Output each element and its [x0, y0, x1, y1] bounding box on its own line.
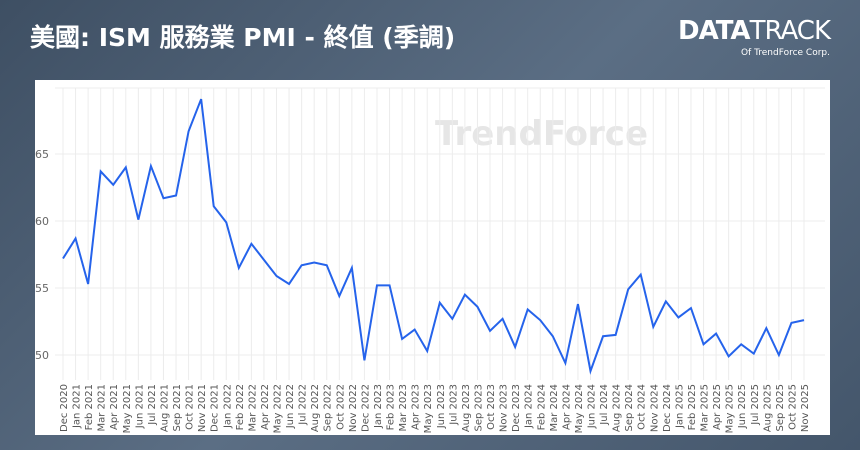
x-tick-label: Apr 2021: [109, 384, 120, 430]
x-tick-label: Aug 2024: [612, 384, 623, 432]
x-tick-label: Feb 2025: [687, 384, 698, 430]
logo-sub: TRACK: [749, 16, 831, 46]
x-tick-label: Sep 2025: [775, 384, 786, 431]
logo-byline: Of TrendForce Corp.: [740, 48, 830, 58]
x-tick-label: Jul 2021: [147, 384, 158, 426]
x-tick-label: Mar 2025: [700, 384, 711, 432]
y-tick-label: 60: [35, 215, 49, 228]
x-tick-label: May 2021: [122, 384, 133, 433]
x-tick-label: Jul 2025: [750, 384, 761, 426]
x-tick-label: Apr 2022: [260, 384, 271, 430]
x-tick-label: May 2024: [574, 384, 585, 433]
y-tick-label: 50: [35, 349, 49, 362]
x-tick-label: Jan 2021: [72, 384, 83, 429]
x-tick-label: Jul 2024: [599, 384, 610, 426]
x-tick-label: Aug 2023: [461, 384, 472, 432]
x-tick-label: Dec 2021: [210, 384, 221, 432]
page-title: 美國: ISM 服務業 PMI - 終值 (季調): [30, 23, 456, 52]
x-tick-label: Aug 2021: [159, 384, 170, 432]
x-tick-label: Feb 2021: [84, 384, 95, 430]
x-tick-label: May 2023: [423, 384, 434, 433]
x-tick-label: Nov 2022: [348, 384, 359, 432]
x-tick-label: Oct 2021: [185, 384, 196, 430]
series-line: [62, 98, 805, 375]
x-tick-label: Jan 2022: [222, 384, 233, 429]
x-tick-label: Mar 2021: [97, 384, 108, 432]
y-tick-label: 65: [35, 148, 49, 161]
x-tick-label: Nov 2023: [499, 384, 510, 432]
x-tick-label: Oct 2022: [335, 384, 346, 430]
x-tick-label: Mar 2022: [247, 384, 258, 432]
x-tick-label: Oct 2024: [637, 384, 648, 430]
x-tick-label: Sep 2023: [473, 384, 484, 431]
x-tick-label: Nov 2025: [800, 384, 811, 432]
x-tick-label: Nov 2024: [649, 384, 660, 432]
x-tick-label: Sep 2024: [624, 384, 635, 431]
x-tick-label: May 2022: [273, 384, 284, 433]
x-tick-label: Jun 2025: [737, 384, 748, 429]
logo-main: DATA: [678, 16, 751, 46]
x-tick-label: Oct 2025: [787, 384, 798, 430]
x-tick-label: Jul 2023: [448, 384, 459, 426]
x-tick-label: Aug 2025: [762, 384, 773, 432]
x-tick-label: Apr 2025: [712, 384, 723, 430]
x-tick-label: Jun 2023: [436, 384, 447, 429]
x-tick-label: Sep 2021: [172, 384, 183, 431]
x-tick-label: Dec 2020: [59, 384, 70, 432]
x-tick-label: Jun 2024: [586, 384, 597, 429]
x-tick-label: Feb 2022: [235, 384, 246, 430]
x-tick-label: May 2025: [725, 384, 736, 433]
x-tick-label: Jun 2021: [134, 384, 145, 429]
x-tick-label: Aug 2022: [310, 384, 321, 432]
x-tick-label: Nov 2021: [197, 384, 208, 432]
x-tick-label: Dec 2024: [662, 384, 673, 432]
x-tick-label: Mar 2023: [398, 384, 409, 432]
x-tick-label: Apr 2024: [561, 384, 572, 430]
x-tick-label: Dec 2023: [511, 384, 522, 432]
chart-panel: TrendForce 50 55 60 65 Dec 2020 Jan 2021 Feb 2…: [35, 80, 830, 435]
x-tick-label: Jan 2025: [674, 384, 685, 429]
x-tick-label: Feb 2024: [536, 384, 547, 430]
x-tick-label: Dec 2022: [360, 384, 371, 432]
x-tick-label: Jul 2022: [298, 384, 309, 426]
x-tick-label: Oct 2023: [486, 384, 497, 430]
datatrack-logo: DATATRACK Of TrendForce Corp.: [678, 16, 831, 58]
x-tick-label: Jun 2022: [285, 384, 296, 429]
x-tick-label: Feb 2023: [386, 384, 397, 430]
watermark: TrendForce: [435, 114, 648, 154]
y-tick-label: 55: [35, 282, 49, 295]
x-tick-label: Jan 2023: [373, 384, 384, 429]
x-tick-label: Jan 2024: [524, 384, 535, 429]
x-tick-label: Mar 2024: [549, 384, 560, 432]
x-tick-label: Apr 2023: [411, 384, 422, 430]
x-tick-label: Sep 2022: [323, 384, 334, 431]
